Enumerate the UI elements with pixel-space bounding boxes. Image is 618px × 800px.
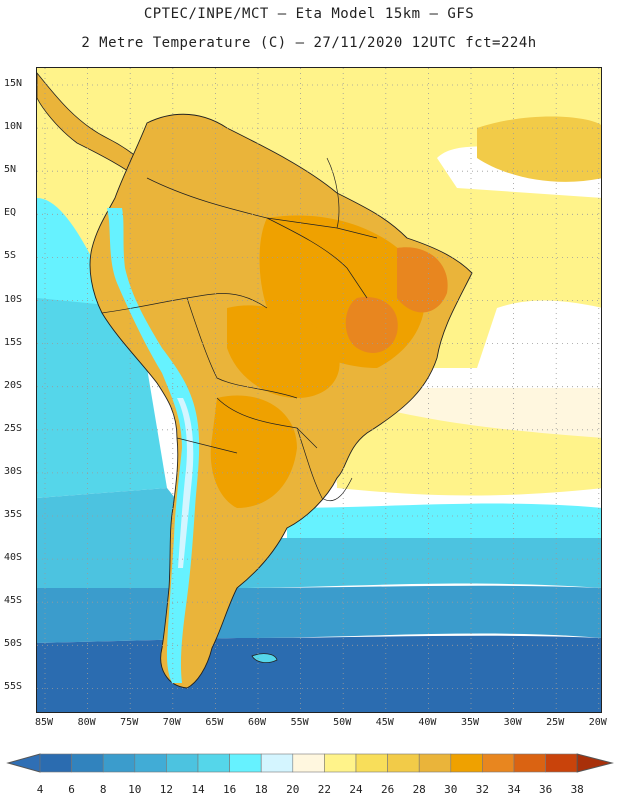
colorbar-tick-label: 20 bbox=[286, 783, 300, 796]
colorbar-tick-label: 18 bbox=[254, 783, 268, 796]
lon-label: 80W bbox=[77, 717, 96, 728]
lon-label: 85W bbox=[34, 717, 54, 728]
heat-zone-brazil-center bbox=[227, 305, 340, 398]
colorbar-tick-label: 10 bbox=[128, 783, 142, 796]
colorbar-swatch bbox=[387, 753, 420, 773]
colorbar-tick-label: 16 bbox=[222, 783, 237, 796]
lon-label: 20W bbox=[588, 717, 607, 728]
lat-label: 45S bbox=[4, 595, 23, 607]
lon-label: 60W bbox=[247, 717, 267, 728]
colorbar-tick-label: 34 bbox=[507, 783, 521, 796]
andes-snow-strip bbox=[177, 398, 194, 568]
colorbar-tick-label: 26 bbox=[380, 783, 395, 796]
lat-label: 50S bbox=[4, 638, 23, 650]
map-canvas bbox=[37, 68, 601, 712]
lon-label: 55W bbox=[290, 717, 309, 728]
lat-label: 5S bbox=[4, 250, 17, 262]
ocean-warm-patch-atlantic bbox=[477, 116, 601, 182]
colorbar-tick-label: 6 bbox=[68, 783, 75, 796]
lat-label: 10N bbox=[4, 121, 23, 133]
colorbar-graphic bbox=[6, 753, 614, 773]
colorbar-tick-label: 24 bbox=[349, 783, 363, 796]
colorbar-swatch bbox=[418, 753, 452, 773]
lon-label: 30W bbox=[503, 717, 522, 728]
colorbar-swatch bbox=[260, 753, 294, 773]
colorbar-swatch bbox=[292, 753, 325, 773]
heat-zone-brazil-hot bbox=[345, 297, 398, 353]
lat-label: 10S bbox=[4, 293, 23, 305]
lat-label: 55S bbox=[4, 681, 23, 693]
colorbar-swatch bbox=[545, 753, 578, 773]
lon-label: 25W bbox=[546, 717, 565, 728]
colorbar-tick-label: 38 bbox=[570, 783, 584, 796]
ocean-band-atlantic-yellow bbox=[337, 398, 601, 496]
lat-label: 25S bbox=[4, 422, 23, 434]
colorbar-swatch bbox=[134, 753, 167, 773]
ocean-band-south-3 bbox=[37, 635, 601, 712]
colorbar-over-arrow bbox=[576, 753, 614, 773]
lat-label: 20S bbox=[4, 379, 23, 391]
lon-label: 75W bbox=[120, 717, 139, 728]
chart-title-line-2: 2 Metre Temperature (C) – 27/11/2020 12U… bbox=[81, 35, 537, 51]
colorbar-swatch bbox=[355, 753, 388, 773]
colorbar-swatch bbox=[39, 753, 72, 773]
andes-cold-strip bbox=[107, 208, 200, 683]
heat-zone-chaco bbox=[210, 395, 297, 508]
lon-label: 70W bbox=[162, 717, 181, 728]
colorbar-swatch bbox=[450, 753, 483, 773]
lat-label: EQ bbox=[4, 207, 17, 219]
colorbar-swatch bbox=[324, 753, 357, 773]
country-borders bbox=[101, 157, 378, 501]
temperature-map bbox=[36, 67, 602, 713]
colorbar-swatch bbox=[102, 753, 136, 773]
colorbar-tick-label: 36 bbox=[538, 783, 553, 796]
colorbar-swatch bbox=[513, 753, 546, 773]
colorbar-tick-label: 30 bbox=[444, 783, 458, 796]
lat-label: 5N bbox=[4, 164, 17, 176]
falkland-islands bbox=[251, 653, 278, 664]
colorbar-swatch bbox=[166, 753, 199, 773]
lon-label: 40W bbox=[418, 717, 437, 728]
colorbar-tick-label: 8 bbox=[99, 783, 107, 796]
colorbar-tick-label: 4 bbox=[36, 783, 44, 796]
colorbar-tick-label: 32 bbox=[475, 783, 490, 796]
lon-label: 45W bbox=[375, 717, 394, 728]
lat-label: 35S bbox=[4, 509, 23, 520]
colorbar-under-arrow bbox=[6, 753, 41, 773]
ocean-band-south-2 bbox=[37, 585, 601, 643]
ocean-band-atlantic-cyan bbox=[287, 503, 601, 543]
lat-label: 40S bbox=[4, 552, 23, 564]
colorbar-swatch bbox=[482, 753, 515, 773]
lat-label: 15S bbox=[4, 336, 23, 348]
lon-label: 35W bbox=[460, 717, 480, 728]
lon-label: 65W bbox=[205, 717, 224, 728]
lon-label: 50W bbox=[333, 717, 352, 728]
lat-label: 30S bbox=[4, 465, 23, 477]
lat-label: 15N bbox=[4, 78, 23, 89]
chart-title-line-1: CPTEC/INPE/MCT – Eta Model 15km – GFS bbox=[143, 6, 475, 22]
colorbar-swatch bbox=[71, 753, 104, 773]
colorbar-tick-label: 14 bbox=[191, 783, 205, 796]
colorbar-swatch bbox=[229, 753, 262, 773]
colorbar-swatch bbox=[197, 753, 230, 773]
colorbar-tick-label: 22 bbox=[317, 783, 332, 796]
colorbar bbox=[0, 750, 618, 780]
colorbar-tick-label: 28 bbox=[412, 783, 426, 796]
colorbar-tick-label: 12 bbox=[159, 783, 174, 796]
heat-zone-northeast bbox=[397, 247, 448, 313]
